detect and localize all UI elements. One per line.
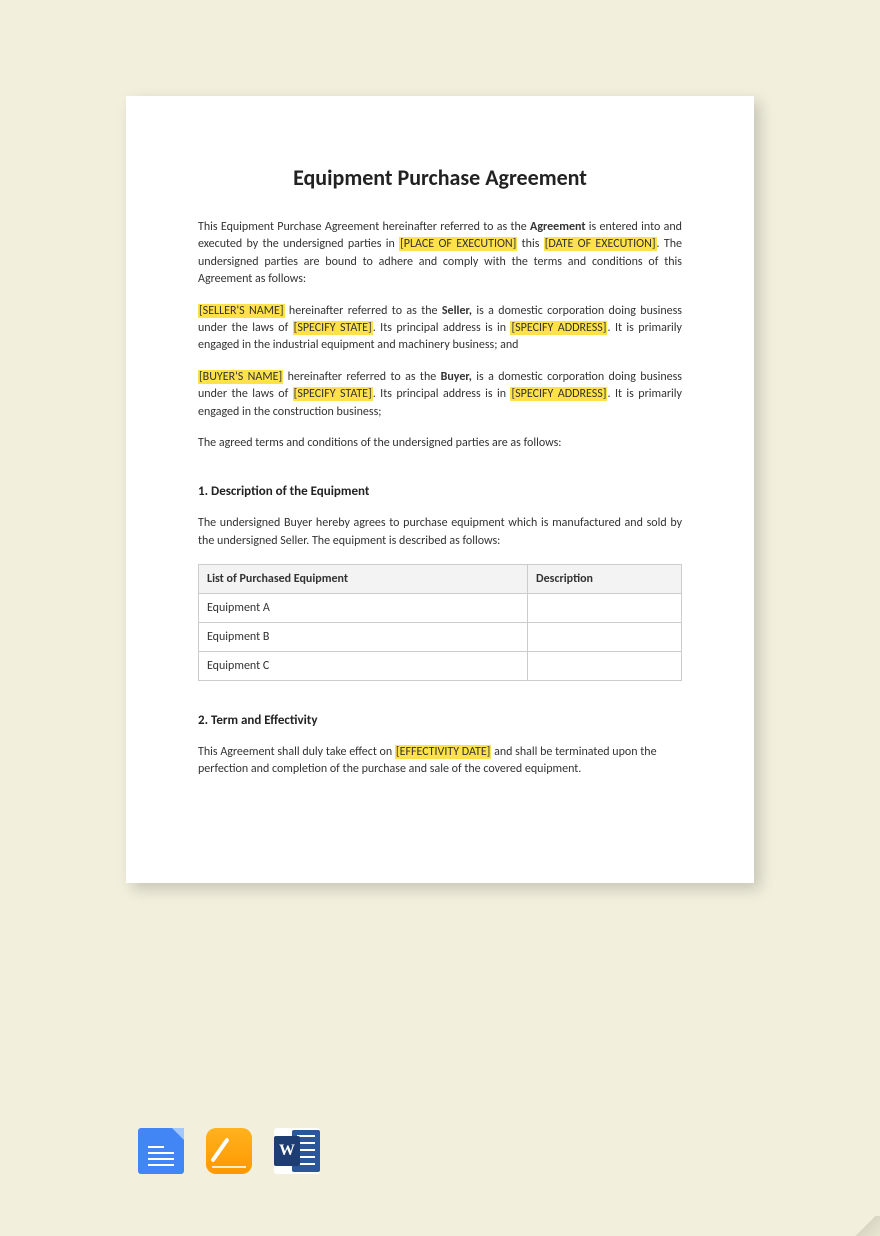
page-curl-decoration bbox=[852, 1216, 880, 1236]
buyer-text-a: hereinafter referred to as the bbox=[283, 370, 440, 384]
table-row: Equipment B bbox=[199, 623, 682, 652]
buyer-paragraph: [BUYER'S NAME] hereinafter referred to a… bbox=[198, 369, 682, 421]
buyer-role: Buyer, bbox=[441, 370, 472, 384]
table-cell-equipment: Equipment A bbox=[199, 594, 528, 623]
place-of-execution-placeholder: [PLACE OF EXECUTION] bbox=[399, 237, 517, 251]
intro-text-a: This Equipment Purchase Agreement herein… bbox=[198, 220, 530, 234]
table-cell-description bbox=[528, 594, 682, 623]
file-format-icons: W bbox=[138, 1128, 320, 1174]
effectivity-date-placeholder: [EFFECTIVITY DATE] bbox=[395, 745, 491, 759]
google-docs-icon[interactable] bbox=[138, 1128, 184, 1174]
page-title: Equipment Purchase Agreement bbox=[198, 164, 682, 191]
table-row: Equipment A bbox=[199, 594, 682, 623]
table-cell-description bbox=[528, 652, 682, 681]
intro-text-c: this bbox=[517, 237, 543, 251]
apple-pages-icon[interactable] bbox=[206, 1128, 252, 1174]
intro-paragraph: This Equipment Purchase Agreement herein… bbox=[198, 219, 682, 289]
buyer-address-placeholder: [SPECIFY ADDRESS] bbox=[510, 387, 607, 401]
seller-address-placeholder: [SPECIFY ADDRESS] bbox=[510, 321, 607, 335]
section-2-heading: 2. Term and Effectivity bbox=[198, 713, 682, 728]
table-cell-equipment: Equipment B bbox=[199, 623, 528, 652]
section-1-heading: 1. Description of the Equipment bbox=[198, 484, 682, 499]
section-1-paragraph: The undersigned Buyer hereby agrees to p… bbox=[198, 515, 682, 550]
word-letter: W bbox=[274, 1136, 300, 1166]
equipment-table: List of Purchased Equipment Description … bbox=[198, 564, 682, 681]
agreed-line: The agreed terms and conditions of the u… bbox=[198, 435, 682, 452]
seller-role: Seller, bbox=[442, 304, 472, 318]
table-row: Equipment C bbox=[199, 652, 682, 681]
table-col-2: Description bbox=[528, 565, 682, 594]
buyer-state-placeholder: [SPECIFY STATE] bbox=[293, 387, 373, 401]
section-2-paragraph: This Agreement shall duly take effect on… bbox=[198, 744, 682, 779]
seller-text-c: . Its principal address is in bbox=[373, 321, 511, 335]
table-col-1: List of Purchased Equipment bbox=[199, 565, 528, 594]
seller-name-placeholder: [SELLER'S NAME] bbox=[198, 304, 285, 318]
table-cell-description bbox=[528, 623, 682, 652]
table-header-row: List of Purchased Equipment Description bbox=[199, 565, 682, 594]
seller-paragraph: [SELLER'S NAME] hereinafter referred to … bbox=[198, 303, 682, 355]
buyer-name-placeholder: [BUYER'S NAME] bbox=[198, 370, 283, 384]
buyer-text-c: . Its principal address is in bbox=[373, 387, 511, 401]
agreement-word: Agreement bbox=[530, 220, 585, 234]
seller-text-a: hereinafter referred to as the bbox=[285, 304, 442, 318]
microsoft-word-icon[interactable]: W bbox=[274, 1128, 320, 1174]
seller-state-placeholder: [SPECIFY STATE] bbox=[293, 321, 373, 335]
table-cell-equipment: Equipment C bbox=[199, 652, 528, 681]
section-2-text-a: This Agreement shall duly take effect on bbox=[198, 745, 395, 759]
gdocs-lines-decoration bbox=[148, 1146, 174, 1170]
document-page: Equipment Purchase Agreement This Equipm… bbox=[126, 96, 754, 883]
date-of-execution-placeholder: [DATE OF EXECUTION] bbox=[544, 237, 657, 251]
